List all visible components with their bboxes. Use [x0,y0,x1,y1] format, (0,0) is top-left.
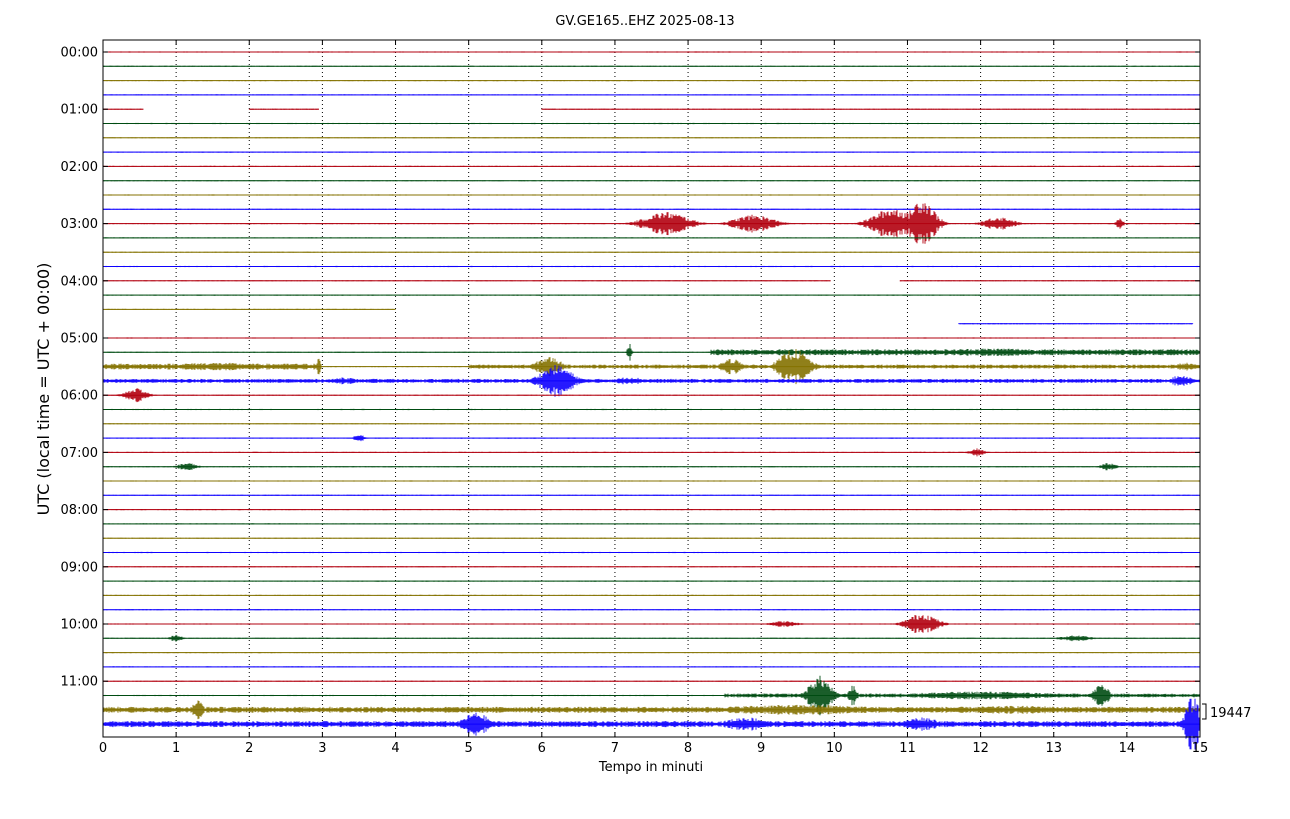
y-tick-label: 04:00 [61,274,98,289]
y-tick-label: 08:00 [61,503,98,518]
scale-bar: 19447 [1202,703,1251,721]
x-axis-label: Tempo in minuti [598,760,703,775]
y-tick-label: 11:00 [61,675,98,690]
x-tick-label: 14 [1119,741,1136,756]
y-tick-label: 00:00 [61,46,98,61]
y-tick-label: 10:00 [61,618,98,633]
plot-frame [102,39,1201,738]
x-tick-label: 15 [1192,741,1209,756]
y-tick-label: 07:00 [61,446,98,461]
y-axis-ticks: 00:00 01:00 02:00 03:00 04:00 05:00 06:00 07:00… [61,46,1200,690]
x-tick-label: 13 [1045,741,1062,756]
scale-bar-label: 19447 [1210,706,1251,721]
y-tick-label: 05:00 [61,332,98,347]
x-tick-label: 8 [684,741,692,756]
y-tick-label: 03:00 [61,217,98,232]
x-tick-label: 4 [391,741,399,756]
y-tick-label: 02:00 [61,160,98,175]
y-tick-label: 06:00 [61,389,98,404]
x-tick-label: 11 [899,741,916,756]
chart-title: GV.GE165..EHZ 2025-08-13 [555,14,734,29]
x-tick-label: 0 [99,741,107,756]
x-tick-label: 1 [172,741,180,756]
grid-lines [175,40,1128,737]
x-tick-label: 12 [972,741,989,756]
y-tick-label: 09:00 [61,560,98,575]
x-tick-label: 5 [465,741,473,756]
x-tick-label: 3 [318,741,326,756]
x-tick-label: 2 [245,741,253,756]
x-tick-label: 6 [538,741,546,756]
seismic-traces [102,51,1201,750]
x-axis-ticks: 0 1 2 3 4 5 6 7 8 9 10 11 12 13 14 15 [99,40,1208,756]
y-axis-label: UTC (local time = UTC + 00:00) [34,263,53,516]
x-tick-label: 10 [826,741,843,756]
x-tick-label: 9 [757,741,765,756]
x-tick-label: 7 [611,741,619,756]
scale-bar-bracket [1202,703,1207,720]
y-tick-label: 01:00 [61,103,98,118]
